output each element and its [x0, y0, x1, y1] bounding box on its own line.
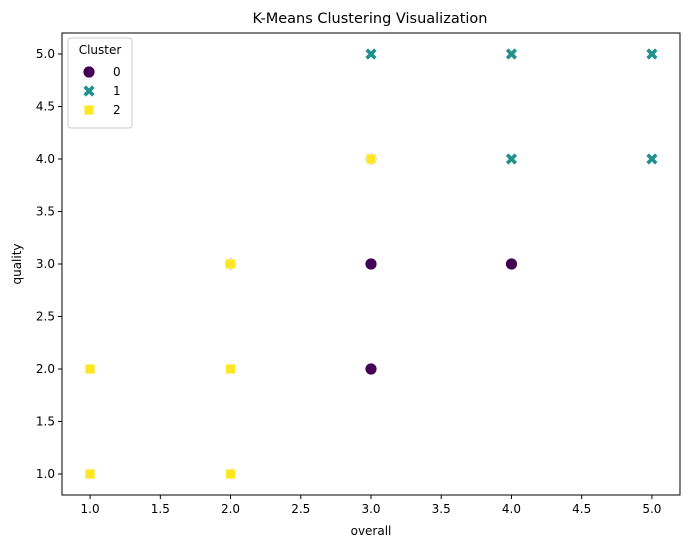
data-point-cluster-2 [365, 153, 377, 165]
x-tick-label: 4.0 [502, 502, 521, 516]
y-tick-label: 5.0 [36, 47, 55, 61]
x-tick-label: 2.0 [221, 502, 240, 516]
legend-entry-1: 1 [83, 84, 121, 98]
y-tick-label: 1.5 [36, 415, 55, 429]
y-axis-label: quality [10, 243, 24, 284]
legend-label: 1 [113, 84, 121, 98]
data-point-cluster-1 [646, 48, 658, 60]
y-tick-label: 4.5 [36, 100, 55, 114]
x-marker-stroke [83, 85, 95, 97]
y-tick-label: 2.5 [36, 310, 55, 324]
x-axis: 1.0 1.5 2.0 2.5 3.0 3.5 4.0 4.5 5.0 [81, 495, 661, 516]
y-tick-label: 3.5 [36, 205, 55, 219]
legend-entry-2: 2 [83, 103, 121, 117]
legend-marker-1 [83, 85, 95, 97]
data-point-cluster-0 [505, 257, 518, 271]
data-point-cluster-1 [505, 153, 518, 165]
x-tick-label: 5.0 [642, 502, 661, 516]
data-point-cluster-1 [505, 48, 518, 60]
x-marker-stroke [646, 153, 658, 165]
data-point-cluster-1 [365, 48, 377, 60]
legend-entries: 0 1 2 [82, 65, 121, 117]
data-point-cluster-0 [364, 362, 378, 376]
x-marker-stroke [646, 48, 658, 60]
series-cluster-2 [84, 153, 377, 480]
legend: Cluster 0 1 2 [67, 37, 133, 129]
data-point-cluster-2 [225, 363, 236, 375]
x-tick-label: 1.0 [81, 502, 100, 516]
data-point-cluster-2 [84, 468, 96, 480]
data-point-cluster-0 [364, 257, 378, 271]
y-tick-label: 4.0 [36, 152, 55, 166]
legend-marker-2 [83, 104, 95, 116]
x-tick-label: 1.5 [151, 502, 170, 516]
x-axis-label: overall [351, 524, 392, 538]
y-tick-label: 2.0 [36, 362, 55, 376]
series-cluster-0 [224, 152, 518, 376]
y-tick-label: 1.0 [36, 467, 55, 481]
legend-label: 0 [113, 65, 121, 79]
data-points [84, 48, 658, 480]
data-point-cluster-2 [225, 468, 236, 480]
legend-label: 2 [113, 103, 121, 117]
x-tick-label: 3.0 [361, 502, 380, 516]
y-tick-label: 3.0 [36, 257, 55, 271]
legend-marker-0 [82, 65, 96, 79]
chart-title: K-Means Clustering Visualization [253, 11, 488, 27]
x-marker-stroke [365, 48, 377, 60]
data-point-cluster-1 [646, 153, 658, 165]
data-point-cluster-2 [84, 363, 96, 375]
y-axis: 1.0 1.5 2.0 2.5 3.0 3.5 4.0 4.5 5.0 [36, 47, 62, 481]
series-cluster-1 [365, 48, 658, 165]
x-tick-label: 4.5 [572, 502, 591, 516]
x-marker-stroke [505, 48, 518, 60]
legend-entry-0: 0 [82, 65, 121, 79]
x-tick-label: 3.5 [432, 502, 451, 516]
data-point-cluster-2 [225, 258, 236, 270]
x-marker-stroke [505, 153, 518, 165]
x-tick-label: 2.5 [291, 502, 310, 516]
legend-title: Cluster [79, 43, 122, 57]
